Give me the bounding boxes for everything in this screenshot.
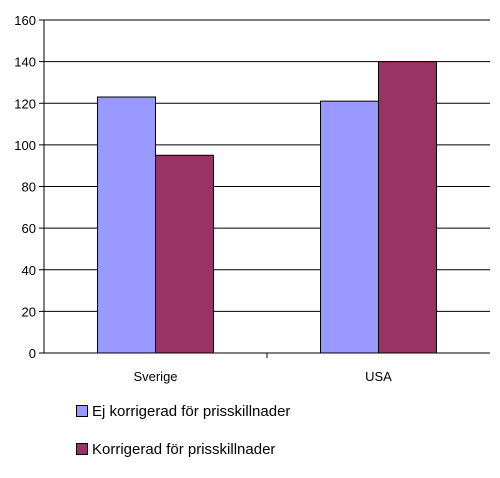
y-tick-label: 160: [14, 13, 36, 28]
y-tick-label: 80: [22, 180, 36, 195]
axes: [39, 19, 490, 358]
bar: [97, 96, 156, 354]
legend: Ej korrigerad för prisskillnader Korrige…: [76, 402, 290, 478]
bar: [378, 61, 437, 354]
y-tick-label: 120: [14, 96, 36, 111]
bar: [155, 154, 214, 354]
x-tick-label: USA: [365, 369, 392, 384]
y-tick-label: 140: [14, 55, 36, 70]
legend-label-uncorrected: Ej korrigerad för prisskillnader: [92, 402, 291, 420]
bar-chart: 0 20 40 60 80 100 120 140 160 Sverige USA: [14, 13, 490, 384]
y-tick-label: 40: [22, 263, 36, 278]
legend-item-corrected: Korrigerad för prisskillnader: [76, 440, 290, 458]
y-tick-label: 0: [29, 346, 36, 361]
y-tick-label: 20: [22, 304, 36, 319]
x-tick-label: Sverige: [133, 369, 177, 384]
legend-item-uncorrected: Ej korrigerad för prisskillnader: [76, 402, 290, 420]
tick-labels: 0 20 40 60 80 100 120 140 160 Sverige USA: [14, 13, 392, 384]
legend-swatch-corrected: [76, 443, 88, 455]
legend-swatch-uncorrected: [76, 405, 88, 417]
bars: [97, 61, 437, 354]
y-tick-label: 60: [22, 221, 36, 236]
legend-label-corrected: Korrigerad för prisskillnader: [92, 440, 276, 458]
bar: [320, 100, 379, 354]
y-tick-label: 100: [14, 138, 36, 153]
